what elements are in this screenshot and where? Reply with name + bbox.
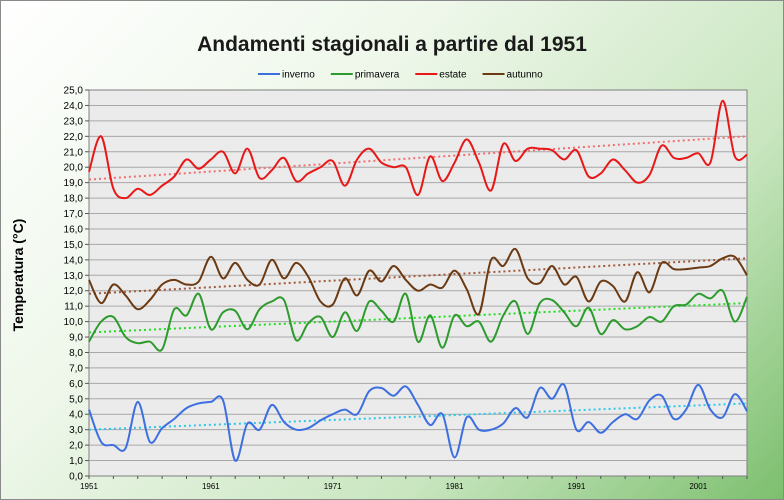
y-tick-label: 0,0 [69,472,83,483]
y-tick-label: 3,0 [69,425,83,436]
y-tick-label: 9,0 [69,333,83,344]
y-tick-label: 17,0 [64,209,84,220]
legend-label-primavera: primavera [355,70,400,81]
legend-label-autunno: autunno [507,70,544,81]
x-tick-label: 2001 [689,482,707,491]
x-axis-ticks: 1951 1961 1971 1981 1991 2001 [80,476,748,491]
x-tick-label: 1981 [446,482,464,491]
y-tick-label: 18,0 [64,194,84,205]
y-tick-label: 16,0 [64,224,84,235]
y-tick-label: 12,0 [64,286,84,297]
x-tick-label: 1951 [80,482,98,491]
legend-label-estate: estate [439,70,467,81]
y-tick-label: 11,0 [64,302,83,313]
series-line-estate [88,99,748,200]
y-axis-ticks: 0,0 1,0 2,0 3,0 4,0 5,0 6,0 7,0 8,0 9,0 10,0 11,0 12… [64,86,89,483]
x-tick-label: 1971 [324,482,342,491]
y-tick-label: 7,0 [69,363,83,374]
legend: inverno primavera estate autunno [258,70,543,81]
y-tick-label: 8,0 [69,348,83,359]
y-tick-label: 15,0 [64,240,84,251]
y-tick-label: 21,0 [64,147,84,158]
chart-title: Andamenti stagionali a partire dal 1951 [197,33,587,56]
y-tick-label: 13,0 [64,271,84,282]
y-tick-label: 6,0 [69,379,83,390]
y-tick-label: 1,0 [69,456,83,467]
series-lines [88,99,748,462]
x-tick-label: 1961 [202,482,220,491]
series-line-autunno [88,247,748,316]
y-tick-label: 20,0 [64,163,84,174]
x-tick-label: 1991 [568,482,586,491]
gridlines [89,104,747,462]
series-line-primavera [88,288,748,352]
y-tick-label: 22,0 [64,132,84,143]
y-tick-label: 25,0 [64,86,84,97]
y-tick-label: 5,0 [69,394,83,405]
series-line-inverno [88,383,748,462]
y-tick-label: 10,0 [64,317,84,328]
y-tick-label: 19,0 [64,178,84,189]
y-tick-label: 23,0 [64,116,84,127]
y-tick-label: 2,0 [69,441,83,452]
y-tick-label: 4,0 [69,410,83,421]
legend-label-inverno: inverno [282,70,315,81]
y-tick-label: 14,0 [64,255,84,266]
y-tick-label: 24,0 [64,101,84,112]
plot-area [88,89,748,477]
